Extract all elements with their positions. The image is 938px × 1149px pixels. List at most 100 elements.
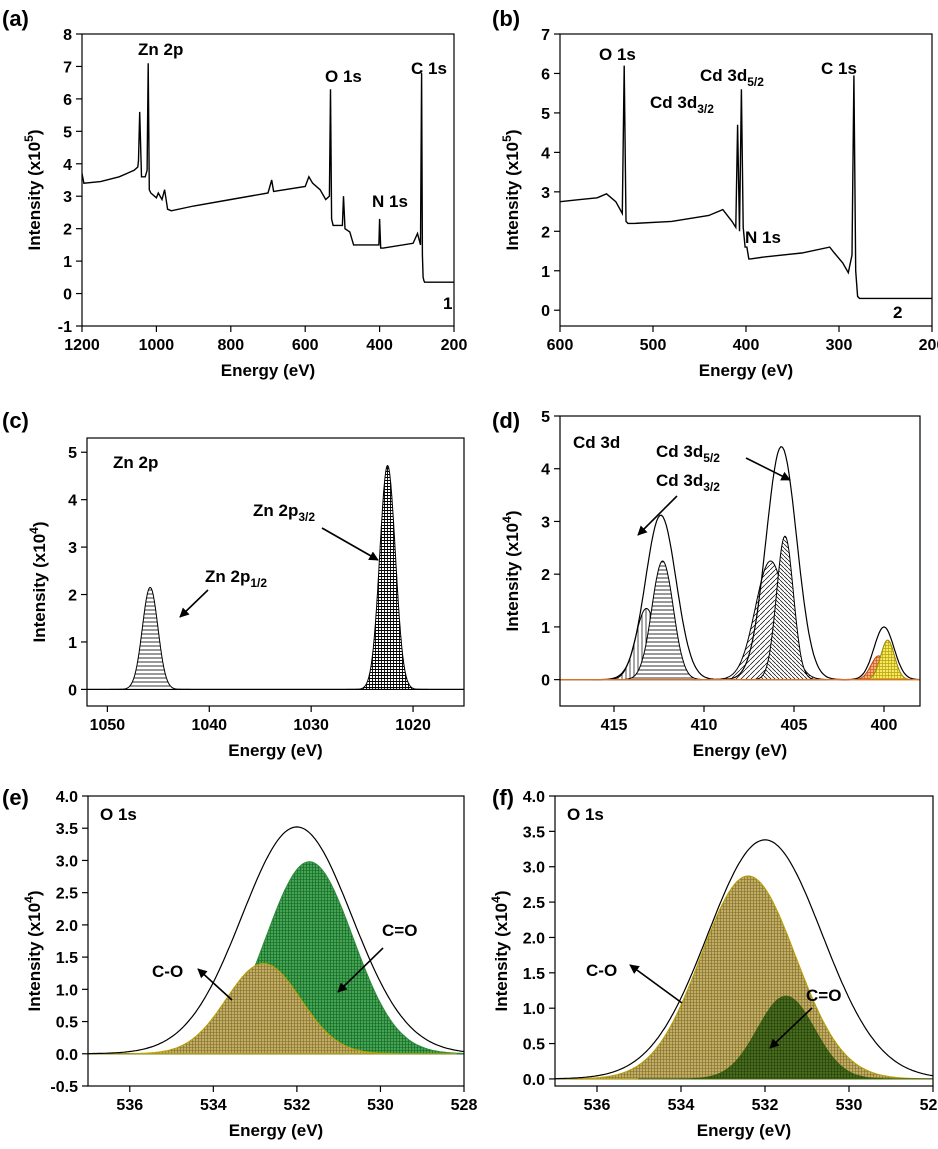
- x-tick-label: 400: [871, 717, 898, 734]
- peak-label-o1s: O 1s: [599, 45, 636, 64]
- y-tick-label: 2.0: [523, 930, 545, 947]
- peak-label-zn2p: Zn 2p: [138, 40, 183, 59]
- peak-zn2p12: [109, 586, 191, 690]
- peak-label-cd3d52: Cd 3d5/2: [656, 442, 720, 465]
- y-tick-label: 8: [63, 27, 72, 44]
- panel-title: Cd 3d: [573, 433, 620, 452]
- annotation-arrow: [197, 968, 233, 1001]
- peak-label-c1s: C 1s: [821, 59, 857, 78]
- y-tick-label: 4.0: [523, 789, 545, 806]
- annotation-arrow: [179, 589, 209, 618]
- plot-frame: [554, 795, 934, 1087]
- y-tick-label: 5: [68, 445, 77, 462]
- chart-panel-d: (d) Cd 3d Cd 3d5/2 Cd 3d3/2 415 410 405 400 0 1 2 3…: [492, 408, 921, 760]
- peak-label-o1s: O 1s: [325, 67, 362, 86]
- y-tick-label: 1.5: [523, 966, 545, 983]
- x-tick-label: 1050: [90, 717, 126, 734]
- peak-c-double-o: [638, 995, 933, 1080]
- x-tick-label: 300: [826, 337, 853, 354]
- sample-number: 2: [893, 303, 902, 322]
- x-tick-label: 800: [217, 337, 244, 354]
- peak-label-n1s: N 1s: [372, 192, 408, 211]
- peak-label-c-o: C-O: [586, 961, 617, 980]
- x-tick-label: 500: [640, 337, 667, 354]
- peak-label-c-double-o: C=O: [806, 986, 841, 1005]
- y-tick-label: 3.5: [523, 824, 545, 841]
- y-tick-label: 3: [541, 185, 550, 202]
- x-tick-label: 534: [200, 1097, 227, 1114]
- survey-spectrum-line: [559, 65, 932, 300]
- y-tick-label: -1: [58, 319, 72, 336]
- y-tick-label: 2.0: [56, 918, 78, 935]
- y-axis-label: Intensity (x104): [500, 510, 522, 631]
- x-tick-label: 530: [367, 1097, 394, 1114]
- x-tick-label: 200: [919, 337, 938, 354]
- y-tick-label: 2: [541, 224, 550, 241]
- x-tick-label: 1000: [139, 337, 175, 354]
- y-tick-label: 3.0: [523, 860, 545, 877]
- y-tick-label: 3.5: [56, 821, 78, 838]
- y-tick-label: 5: [63, 124, 72, 141]
- y-tick-label: 5: [541, 106, 550, 123]
- peak-zn2p32: [347, 464, 428, 690]
- y-tick-label: 7: [541, 27, 550, 44]
- y-tick-label: 4: [63, 157, 72, 174]
- y-tick-label: 0.0: [523, 1072, 545, 1089]
- y-tick-label: 0.5: [56, 1015, 78, 1032]
- x-tick-label: 532: [752, 1097, 779, 1114]
- annotation-arrow: [629, 964, 683, 1004]
- x-tick-label: 536: [116, 1097, 143, 1114]
- y-axis-label: Intensity (x105): [500, 129, 522, 250]
- y-tick-label: 1.5: [56, 950, 78, 967]
- panel-tag: (c): [2, 408, 29, 433]
- y-tick-label: -0.5: [50, 1079, 78, 1096]
- x-tick-label: 530: [836, 1097, 863, 1114]
- annotation-arrow: [321, 527, 379, 561]
- envelope-line: [88, 826, 465, 1055]
- plot-frame: [87, 795, 465, 1087]
- peak-c-o: [88, 963, 457, 1055]
- peak-label-zn2p12: Zn 2p1/2: [205, 567, 267, 590]
- x-tick-label: 528: [451, 1097, 478, 1114]
- x-tick-label: 534: [668, 1097, 695, 1114]
- peak-label-cd3d32: Cd 3d3/2: [656, 471, 720, 494]
- peak-label-c-double-o: C=O: [382, 921, 417, 940]
- y-axis-label: Intensity (x105): [22, 129, 44, 250]
- y-tick-label: 4: [541, 145, 550, 162]
- x-tick-label: 536: [584, 1097, 611, 1114]
- component-cd32-b: [607, 560, 718, 681]
- y-tick-label: 2.5: [523, 895, 545, 912]
- x-tick-label: 528: [920, 1097, 938, 1114]
- chart-panel-e: (e) O 1s C-O C=O 536 534 532 530 528 -0.5 0.0 0.5 1.…: [2, 785, 477, 1140]
- x-axis-label: Energy (eV): [221, 361, 315, 380]
- x-axis-label: Energy (eV): [229, 1121, 323, 1140]
- y-tick-label: 2.5: [56, 886, 78, 903]
- x-axis-label: Energy (eV): [228, 741, 322, 760]
- y-tick-label: 0.0: [56, 1047, 78, 1064]
- x-tick-label: 1040: [191, 717, 227, 734]
- y-tick-label: 2: [68, 588, 77, 605]
- x-tick-label: 200: [441, 337, 468, 354]
- x-tick-label: 400: [366, 337, 393, 354]
- y-tick-label: 3: [68, 540, 77, 557]
- annotation-arrow: [769, 1007, 813, 1049]
- y-tick-label: 2: [63, 222, 72, 239]
- survey-spectrum-line: [81, 63, 454, 283]
- panel-tag: (f): [492, 785, 514, 810]
- sample-number: 1: [443, 294, 452, 313]
- y-tick-label: 2: [541, 567, 550, 584]
- y-tick-label: 1.0: [523, 1001, 545, 1018]
- y-tick-label: 6: [63, 92, 72, 109]
- y-tick-label: 4: [68, 493, 77, 510]
- y-axis-label: Intensity (x104): [27, 521, 49, 642]
- peak-label-cd3d32: Cd 3d3/2: [650, 93, 714, 116]
- x-tick-label: 1200: [64, 337, 100, 354]
- x-axis-label: Energy (eV): [697, 1121, 791, 1140]
- x-tick-label: 600: [292, 337, 319, 354]
- plot-frame: [86, 437, 465, 707]
- y-tick-label: 3.0: [56, 853, 78, 870]
- x-axis-label: Energy (eV): [693, 741, 787, 760]
- x-tick-label: 600: [547, 337, 574, 354]
